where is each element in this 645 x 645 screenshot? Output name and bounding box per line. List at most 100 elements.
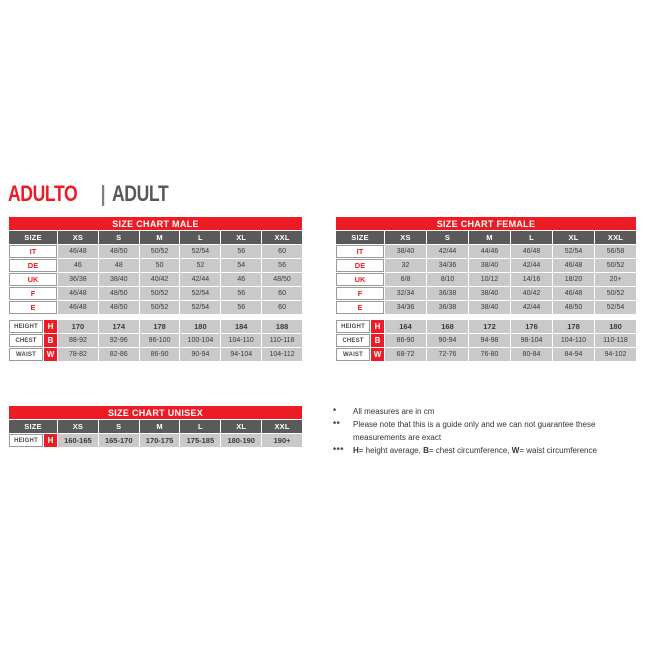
measurement-cell: 92-96 (98, 334, 139, 347)
size-cell: 44/46 (469, 245, 510, 258)
footnote-text: Please note that this is a guide only an… (353, 419, 645, 445)
size-cell: 40/42 (139, 273, 180, 286)
section-spacer (336, 315, 636, 319)
column-header-row: SIZE XS S M L XL XXL (336, 231, 636, 244)
footnote-fragment: = chest circumference, (428, 445, 512, 455)
size-cell: 56/58 (595, 245, 636, 258)
size-cell: 48/50 (98, 245, 139, 258)
size-cell: 48 (98, 259, 139, 272)
measurement-cell: 165-170 (98, 434, 139, 447)
size-row-label-uk: UK (336, 273, 384, 286)
measurement-cell: 175-185 (180, 434, 221, 447)
size-cell: 46/48 (58, 287, 98, 300)
size-row: UK 36/38 38/40 40/42 42/44 46 48/50 (9, 273, 302, 286)
size-row-label-f: F (336, 287, 384, 300)
measurement-cell: 82-86 (98, 348, 139, 361)
footnote-fragment: Please note that this is a guide only an… (353, 419, 596, 442)
measurement-cell: 90-94 (180, 348, 221, 361)
column-header-s: S (427, 231, 468, 244)
measurement-row: WAIST W 78-82 82-86 86-90 90-94 94-104 104-112 (9, 348, 302, 361)
column-header-m: M (139, 231, 180, 244)
column-header-xl: XL (553, 231, 594, 244)
size-row-label-uk: UK (9, 273, 57, 286)
size-cell: 56 (221, 245, 262, 258)
chart-band-title: SIZE CHART MALE (9, 217, 302, 230)
column-header-xl: XL (221, 231, 262, 244)
measurement-cell: 80-84 (511, 348, 552, 361)
column-header-xxl: XXL (262, 420, 302, 433)
measurement-badge-h: H (371, 320, 384, 333)
size-row-label-de: DE (336, 259, 384, 272)
measurement-cell: 104-110 (221, 334, 262, 347)
column-header-l: L (180, 420, 221, 433)
measurement-name-height: HEIGHT (9, 320, 43, 333)
measurement-cell: 96-100 (139, 334, 180, 347)
chart-band-row: SIZE CHART UNISEX (9, 406, 302, 419)
measurement-cell: 94-98 (469, 334, 510, 347)
size-cell: 48/50 (553, 301, 594, 314)
column-header-size: SIZE (9, 231, 57, 244)
size-cell: 46/48 (553, 287, 594, 300)
measurement-badge-b: B (371, 334, 384, 347)
size-row: IT 46/48 48/50 50/52 52/54 56 60 (9, 245, 302, 258)
measurement-cell: 94-104 (221, 348, 262, 361)
size-row: DE 46 48 50 52 54 56 (9, 259, 302, 272)
size-chart-female: SIZE CHART FEMALE SIZE XS S M L XL XXL IT 38/40 42… (335, 216, 637, 362)
footnote-row: ** Please note that this is a guide only … (333, 419, 645, 445)
measurement-row: CHEST B 88-92 92-96 96-100 100-104 104-110 110-… (9, 334, 302, 347)
chart-band-row: SIZE CHART FEMALE (336, 217, 636, 230)
page-title-italian: ADULTO (8, 181, 78, 206)
measurement-cell: 110-118 (595, 334, 636, 347)
size-cell: 36/38 (58, 273, 98, 286)
size-cell: 56 (262, 259, 302, 272)
size-cell: 50/52 (139, 301, 180, 314)
size-cell: 38/40 (385, 245, 426, 258)
size-cell: 38/40 (469, 287, 510, 300)
size-chart-male: SIZE CHART MALE SIZE XS S M L XL XXL IT 46/48 48/5… (8, 216, 303, 362)
footnote-fragment: = height average, (358, 445, 424, 455)
measurement-cell: 110-118 (262, 334, 302, 347)
size-row: DE 32 34/36 38/40 42/44 46/48 50/52 (336, 259, 636, 272)
measurement-badge-h: H (44, 320, 57, 333)
column-header-row: SIZE XS S M L XL XXL (9, 420, 302, 433)
size-row-label-it: IT (9, 245, 57, 258)
measurement-cell: 178 (553, 320, 594, 333)
column-header-m: M (469, 231, 510, 244)
size-cell: 34/36 (385, 301, 426, 314)
size-row: F 46/48 48/50 50/52 52/54 56 60 (9, 287, 302, 300)
size-cell: 10/12 (469, 273, 510, 286)
measurement-label-cell: WAIST W (336, 348, 384, 361)
measurement-cell: 168 (427, 320, 468, 333)
measurement-badge-w: W (371, 348, 384, 361)
footnote-marker: *** (333, 445, 344, 455)
chart-band-title: SIZE CHART UNISEX (9, 406, 302, 419)
measurement-cell: 172 (469, 320, 510, 333)
measurement-name-chest: CHEST (336, 334, 370, 347)
measurement-cell: 178 (139, 320, 180, 333)
size-cell: 52/54 (553, 245, 594, 258)
measurement-cell: 100-104 (180, 334, 221, 347)
footnote-fragment: All measures are in cm (353, 407, 435, 416)
measurement-cell: 170 (58, 320, 98, 333)
size-cell: 42/44 (180, 273, 221, 286)
size-cell: 42/44 (427, 245, 468, 258)
measurement-row: HEIGHT H 164 168 172 176 178 180 (336, 320, 636, 333)
measurement-label-cell: HEIGHT H (9, 434, 57, 447)
size-cell: 40/42 (511, 287, 552, 300)
page-title-separator: | (100, 181, 105, 206)
measurement-badge-h: H (44, 434, 57, 447)
footnotes: * All measures are in cm ** Please note tha… (333, 406, 645, 458)
measurement-label-cell: CHEST B (336, 334, 384, 347)
size-cell: 46/48 (511, 245, 552, 258)
measurement-name-height: HEIGHT (336, 320, 370, 333)
size-cell: 42/44 (511, 301, 552, 314)
footnote-symbol: B (423, 445, 429, 455)
measurement-name-waist: WAIST (336, 348, 370, 361)
measurement-cell: 164 (385, 320, 426, 333)
measurement-cell: 78-82 (58, 348, 98, 361)
measurement-label-group: CHEST B (9, 334, 57, 347)
size-cell: 52/54 (180, 245, 221, 258)
spacer-cell (336, 315, 636, 319)
measurement-name-waist: WAIST (9, 348, 43, 361)
measurement-cell: 104-110 (553, 334, 594, 347)
